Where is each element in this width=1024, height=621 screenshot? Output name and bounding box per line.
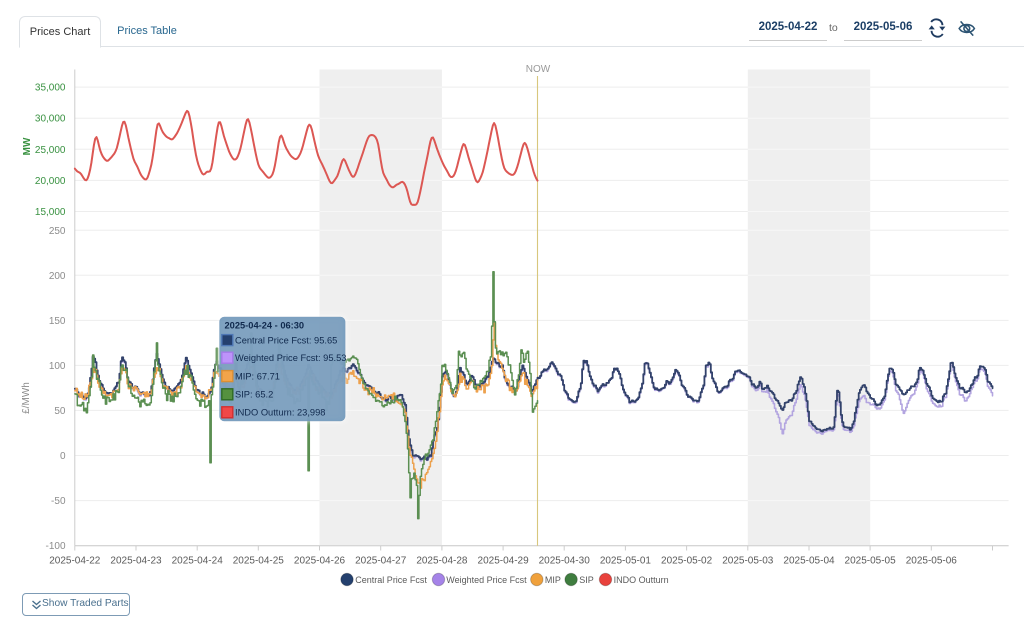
svg-text:2025-04-29: 2025-04-29 [478,556,530,567]
svg-text:250: 250 [49,226,66,237]
svg-text:Central Price Fcst: Central Price Fcst [355,575,427,585]
svg-text:35,000: 35,000 [35,83,66,94]
svg-text:2025-04-25: 2025-04-25 [233,556,285,567]
svg-text:£/MWh: £/MWh [21,382,32,414]
svg-text:2025-04-24: 2025-04-24 [172,556,224,567]
svg-text:15,000: 15,000 [35,207,66,218]
svg-text:30,000: 30,000 [35,114,66,125]
svg-text:MIP: MIP [545,575,561,585]
svg-text:2025-05-06: 2025-05-06 [906,556,958,567]
svg-text:150: 150 [49,316,66,327]
svg-text:2025-05-03: 2025-05-03 [722,556,774,567]
svg-text:-100: -100 [45,541,65,552]
svg-text:Weighted Price Fcst: Weighted Price Fcst [446,575,527,585]
svg-text:-50: -50 [51,496,66,507]
svg-text:INDO Outturn: INDO Outturn [614,575,669,585]
svg-text:SIP: 65.2: SIP: 65.2 [235,390,273,400]
svg-text:200: 200 [49,271,66,282]
svg-text:2025-04-23: 2025-04-23 [110,556,162,567]
svg-text:2025-04-26: 2025-04-26 [294,556,346,567]
svg-text:MIP: 67.71: MIP: 67.71 [235,371,280,381]
svg-text:100: 100 [49,361,66,372]
svg-text:2025-05-05: 2025-05-05 [845,556,897,567]
svg-text:2025-04-28: 2025-04-28 [416,556,468,567]
svg-text:0: 0 [60,451,66,462]
svg-text:Central Price Fcst: 95.65: Central Price Fcst: 95.65 [235,335,337,345]
svg-text:2025-04-24 - 06:30: 2025-04-24 - 06:30 [225,321,305,331]
svg-text:INDO Outturn: 23,998: INDO Outturn: 23,998 [235,408,325,418]
svg-text:MW: MW [22,137,33,155]
svg-text:NOW: NOW [526,64,551,75]
svg-text:25,000: 25,000 [35,145,66,156]
svg-text:2025-05-04: 2025-05-04 [783,556,835,567]
svg-text:2025-05-01: 2025-05-01 [600,556,652,567]
svg-text:Weighted Price Fcst: 95.53: Weighted Price Fcst: 95.53 [235,353,346,363]
svg-text:2025-04-30: 2025-04-30 [539,556,591,567]
svg-text:50: 50 [54,406,66,417]
svg-text:SIP: SIP [579,575,594,585]
svg-text:2025-04-27: 2025-04-27 [355,556,407,567]
svg-text:2025-05-02: 2025-05-02 [661,556,713,567]
svg-text:2025-04-22: 2025-04-22 [49,556,101,567]
svg-text:20,000: 20,000 [35,176,66,187]
